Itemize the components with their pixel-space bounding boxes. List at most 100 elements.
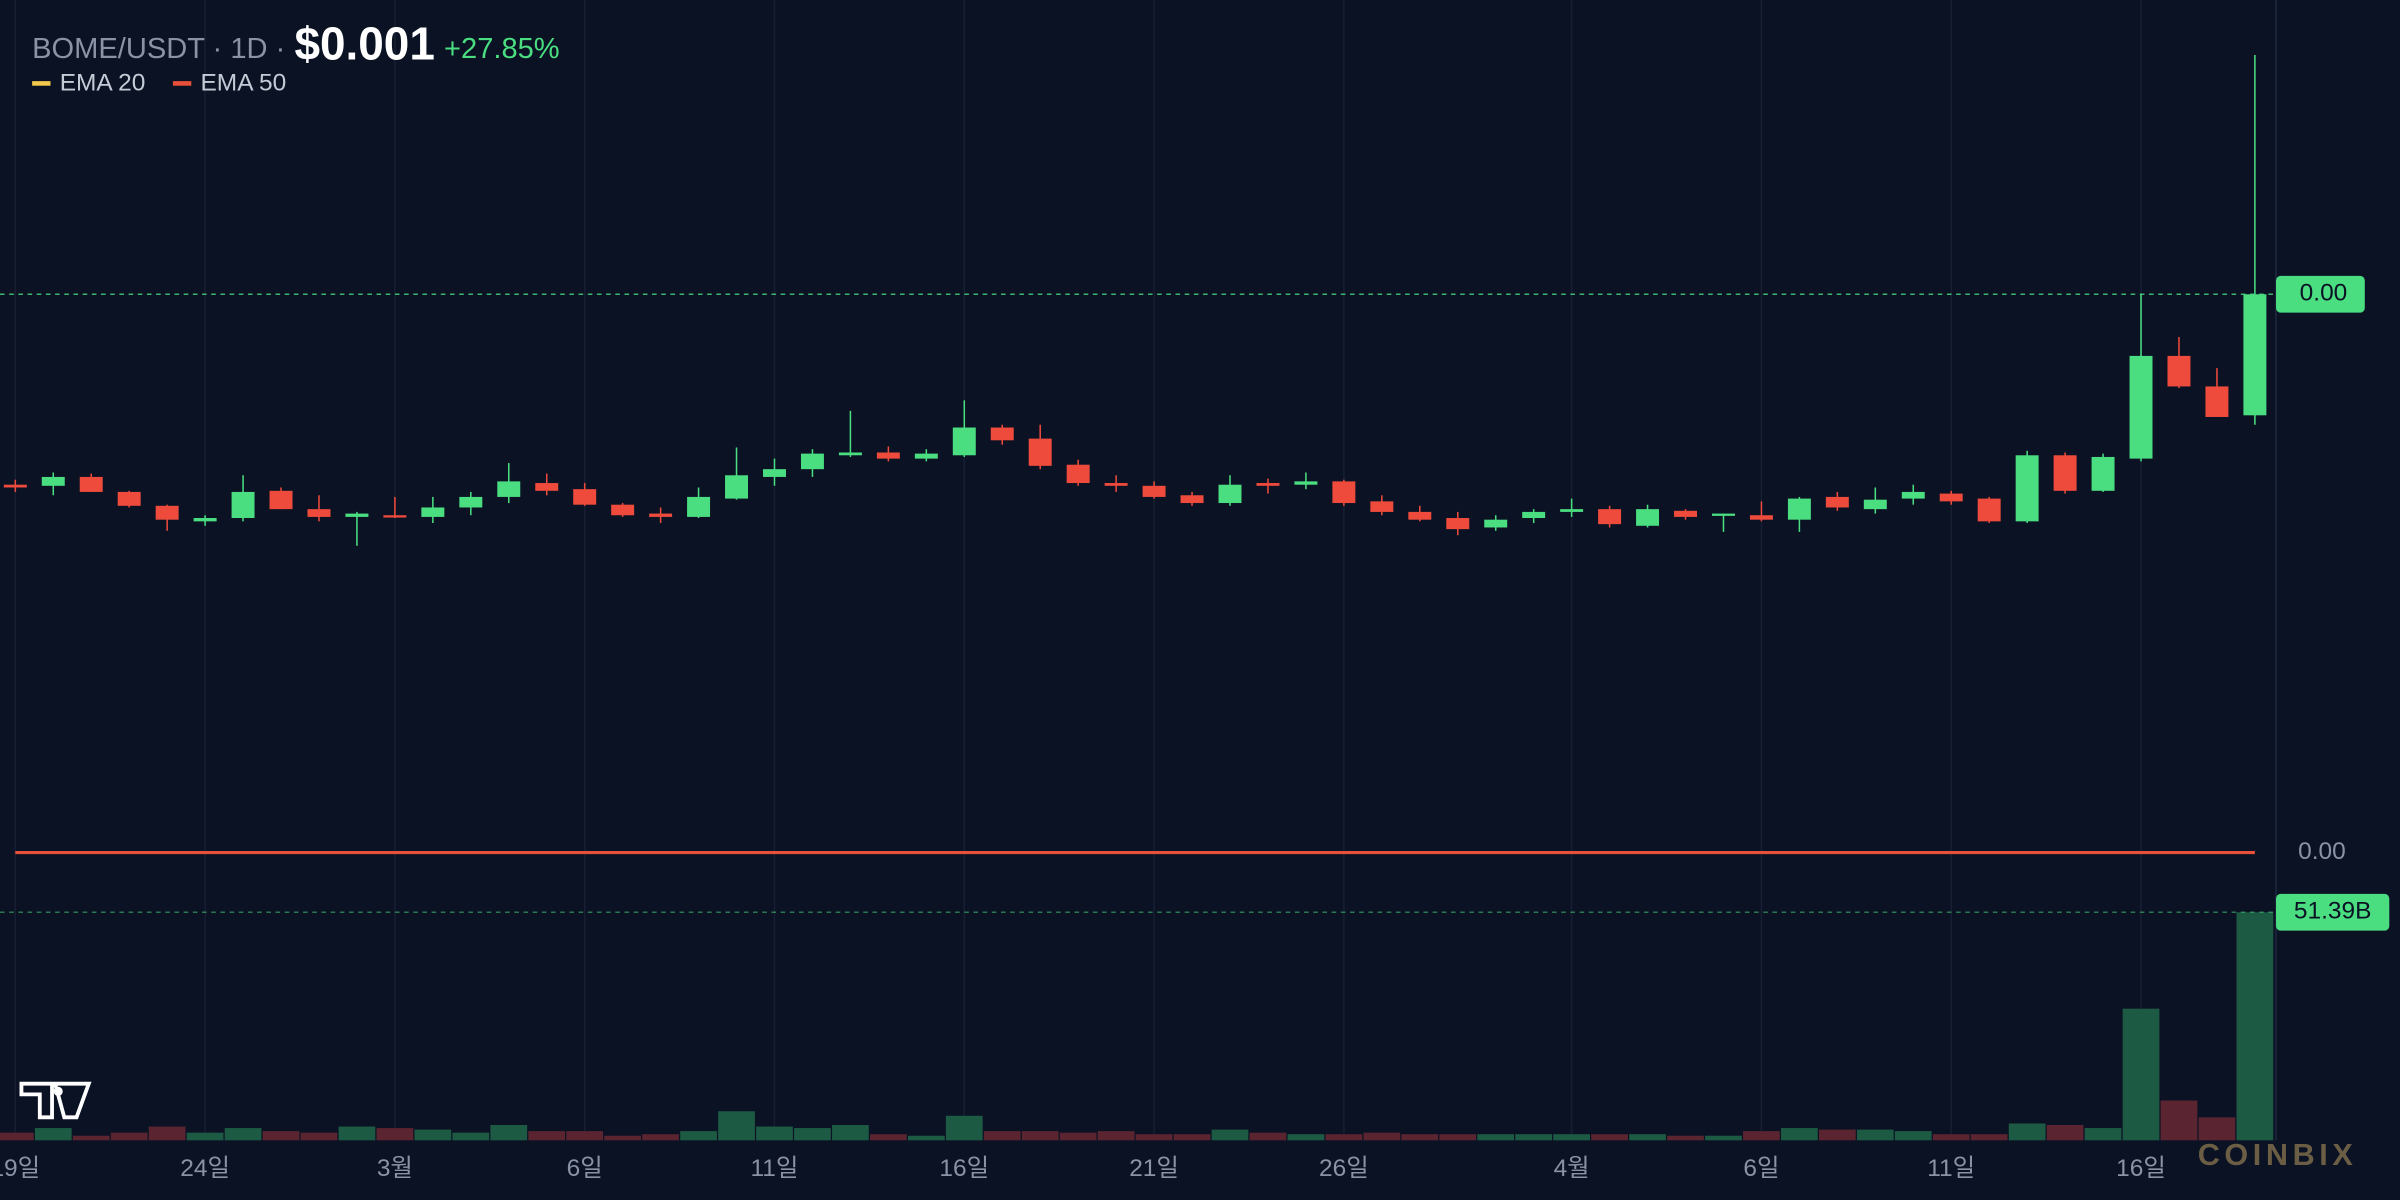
candle-body [1142,485,1166,497]
volume-bar [376,1128,414,1141]
x-tick-label: 6일 [1743,1155,1779,1182]
last-volume-label: 51.39B [2294,898,2372,925]
candle-body [763,469,786,477]
volume-bar [1211,1129,1249,1141]
candle-body [649,513,673,517]
volume-bar [1970,1134,2008,1141]
volume-bar [794,1128,831,1141]
volume-bar [1856,1129,1894,1141]
legend-label: EMA 20 [60,70,146,97]
volume-bar [1894,1131,1932,1141]
volume-bar [1743,1131,1780,1141]
candle-body [838,452,862,456]
volume-bar [2008,1123,2046,1141]
candle-body [687,496,711,517]
legend-swatch [172,81,192,86]
volume-bar [945,1115,983,1141]
candle-body [1256,483,1280,486]
legend-label: EMA 50 [200,70,286,97]
candle-body [1598,509,1622,525]
volume-bar [1325,1134,1363,1141]
volume-bar [870,1134,907,1141]
candle-body [2015,455,2039,522]
x-tick-label: 4월 [1554,1155,1590,1182]
volume-bar [1553,1134,1591,1141]
volume-bar [300,1132,338,1141]
volume-bar [0,1132,34,1141]
volume-bar [338,1126,376,1141]
volume-bar [566,1131,604,1141]
candle-body [1560,509,1584,512]
volume-bar [2122,1008,2160,1141]
x-tick-label: 11일 [751,1155,799,1182]
legend: EMA 20 EMA 50 [32,70,286,97]
volume-bar [224,1128,262,1141]
candle-body [1939,493,1963,502]
candle-body [79,476,103,492]
volume-bar [34,1128,72,1141]
candle-body [2129,355,2153,459]
volume-bar [1287,1134,1325,1141]
x-tick-label: 21일 [1129,1155,1179,1182]
volume-bar [1591,1134,1628,1141]
candle-body [459,496,483,508]
volume-bar [604,1135,642,1141]
candle-body [41,476,65,486]
volume-bar [1439,1134,1477,1141]
candle-body [1294,481,1318,485]
volume-bar [2084,1128,2122,1141]
candle-body [1787,498,1811,520]
candle-body [3,484,27,488]
volume-bar [2160,1100,2198,1141]
volume-bar [1667,1135,1704,1141]
candle-body [1711,513,1735,516]
candle-body [193,518,217,522]
symbol: BOME/USDT · 1D · [32,33,285,65]
candle-body [1825,496,1849,508]
volume-bar [1629,1134,1666,1141]
candle-body [2243,294,2267,416]
volume-bar [72,1135,110,1141]
candle-body [914,453,938,459]
change: +27.85% [444,33,560,65]
candle-body [1104,483,1128,486]
x-tick-label: 16일 [2116,1155,2166,1182]
candle-body [800,453,824,470]
last-price-box [2276,275,2365,313]
candle-body [2167,355,2191,387]
volume-bar [756,1126,793,1141]
watermark: COINBIX [2198,1138,2358,1172]
candle-body [1977,498,2001,522]
legend-swatch [32,81,51,86]
candle-body [345,513,369,517]
last-price-label: 0.00 [2300,280,2348,307]
candle-body [497,481,521,497]
volume-bar [907,1135,945,1141]
candle-body [421,507,445,517]
candle-body [1863,499,1887,510]
volume-bar [148,1126,186,1141]
volume-bar [1021,1131,1059,1141]
volume-bar [2046,1124,2084,1141]
volume-bar [490,1124,528,1141]
volume-bar [1515,1134,1553,1141]
x-tick-label: 16일 [939,1155,989,1182]
candle-body [1028,438,1052,466]
candle-body [725,475,749,499]
x-tick-label: 26일 [1319,1155,1369,1182]
candle-body [1636,509,1660,526]
candle-body [1408,511,1432,520]
last-volume-box [2276,893,2390,931]
candle-body [383,515,407,518]
candle-body [1332,481,1356,504]
candle-body [231,491,255,519]
candle-body [2091,456,2115,491]
volume-bar [528,1131,566,1141]
volume-bar [1173,1134,1211,1141]
tv-logo [19,1081,92,1120]
candle-body [611,504,635,516]
volume-bar [1705,1135,1742,1141]
x-tick-label: 19일 [0,1155,40,1182]
volume-bar [1059,1132,1097,1141]
